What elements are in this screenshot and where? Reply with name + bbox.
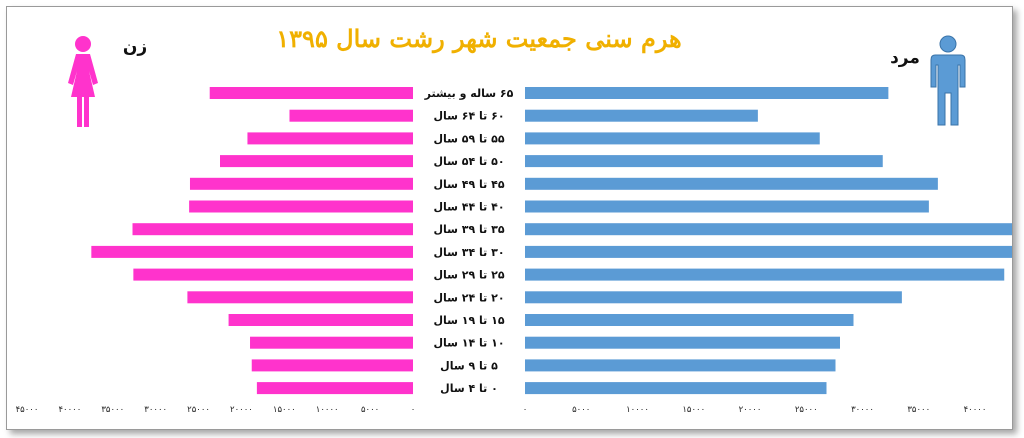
- female-bars: [91, 87, 414, 395]
- age-group-labels: ۶۵ ساله و بیشتر ۶۰ تا ۶۴ سال ۵۵ تا ۵۹ سال ۵…: [424, 87, 514, 395]
- female-bar: [220, 155, 413, 168]
- female-axis-tick: ۱۰۰۰۰: [316, 405, 339, 415]
- female-axis-ticks: ۴۵۰۰۰ ۴۰۰۰۰ ۳۵۰۰۰ ۳۰۰۰۰ ۲۵۰۰۰ ۲۰۰۰۰ ۱۵۰۰۰ ۱۰۰۰۰…: [16, 405, 416, 415]
- age-group-label: ۵۰ تا ۵۴ سال: [433, 155, 504, 168]
- male-axis-tick: ۵۰۰۰: [572, 405, 590, 415]
- age-group-label: ۳۵ تا ۳۹ سال: [433, 223, 504, 236]
- female-bar: [133, 268, 413, 281]
- male-bar: [525, 109, 758, 122]
- female-axis-tick: ۴۵۰۰۰: [16, 405, 39, 415]
- female-bar: [91, 245, 413, 258]
- age-group-label: ۴۵ تا ۴۹ سال: [433, 178, 504, 191]
- female-axis-tick: ۲۵۰۰۰: [187, 405, 210, 415]
- female-bar: [189, 177, 413, 190]
- male-bar: [525, 200, 929, 213]
- male-bar: [525, 336, 840, 349]
- population-pyramid-chart: هرم سنی جمعیت شهر رشت سال ۱۳۹۵ زن مرد ۶۵…: [16, 24, 1012, 415]
- male-bar: [525, 177, 938, 190]
- chart-title: هرم سنی جمعیت شهر رشت سال ۱۳۹۵: [276, 24, 681, 54]
- male-bar: [525, 359, 836, 372]
- age-group-label: ۵۵ تا ۵۹ سال: [433, 132, 504, 145]
- male-axis-tick: ۲۵۰۰۰: [795, 405, 818, 415]
- female-bar: [289, 109, 413, 122]
- female-bar: [256, 382, 413, 395]
- female-bar: [189, 200, 413, 213]
- age-group-label: ۳۰ تا ۳۴ سال: [433, 246, 504, 259]
- male-label: مرد: [890, 48, 920, 68]
- female-axis-tick: ۴۰۰۰۰: [58, 405, 81, 415]
- male-bar: [525, 382, 827, 395]
- male-axis-tick: ۲۰۰۰۰: [739, 405, 762, 415]
- male-axis-tick: ۳۰۰۰۰: [851, 405, 874, 415]
- male-bar: [525, 87, 889, 99]
- female-bar: [247, 132, 413, 145]
- female-bar: [187, 291, 413, 304]
- female-axis-tick: ۳۰۰۰۰: [144, 405, 167, 415]
- male-bar: [525, 223, 1012, 236]
- age-group-label: ۴۰ تا ۴۴ سال: [433, 201, 504, 214]
- female-axis-tick: ۱۵۰۰۰: [273, 405, 296, 415]
- male-axis-ticks: ۰ ۵۰۰۰ ۱۰۰۰۰ ۱۵۰۰۰ ۲۰۰۰۰ ۲۵۰۰۰ ۳۰۰۰۰ ۳۵۰۰۰ ۴۰۰۰۰: [523, 405, 987, 415]
- age-group-label: ۱۵ تا ۱۹ سال: [433, 314, 504, 327]
- female-label: زن: [123, 37, 147, 57]
- female-axis-tick: ۵۰۰۰: [361, 405, 379, 415]
- age-group-label: ۲۵ تا ۲۹ سال: [433, 269, 504, 282]
- male-bar: [525, 291, 902, 304]
- male-axis-tick: ۱۰۰۰۰: [626, 405, 649, 415]
- female-bar: [209, 87, 413, 99]
- male-bar: [525, 314, 854, 326]
- male-bar: [525, 245, 1012, 258]
- age-group-label: ۰ تا ۴ سال: [440, 382, 498, 395]
- age-group-label: ۲۰ تا ۲۴ سال: [433, 291, 504, 304]
- chart-frame: هرم سنی جمعیت شهر رشت سال ۱۳۹۵ زن مرد ۶۵…: [6, 6, 1013, 430]
- male-bars: [525, 87, 1012, 395]
- female-bar: [228, 314, 413, 326]
- age-group-label: ۱۰ تا ۱۴ سال: [433, 337, 504, 350]
- male-bar: [525, 132, 820, 145]
- male-axis-tick: ۰: [523, 405, 528, 415]
- female-axis-tick: ۳۵۰۰۰: [101, 405, 124, 415]
- female-bar: [251, 359, 413, 372]
- male-axis-tick: ۴۰۰۰۰: [964, 405, 987, 415]
- age-group-label: ۵ تا ۹ سال: [440, 359, 498, 372]
- female-axis-tick: ۰: [411, 405, 416, 415]
- male-bar: [525, 155, 883, 168]
- male-bar: [525, 268, 1005, 281]
- female-bar: [250, 336, 413, 349]
- age-group-label: ۶۰ تا ۶۴ سال: [433, 110, 504, 123]
- female-icon: [68, 36, 98, 127]
- age-group-label: ۶۵ ساله و بیشتر: [424, 87, 514, 100]
- male-axis-tick: ۱۵۰۰۰: [682, 405, 705, 415]
- female-bar: [132, 223, 414, 236]
- female-axis-tick: ۲۰۰۰۰: [230, 405, 253, 415]
- male-axis-tick: ۳۵۰۰۰: [907, 405, 930, 415]
- male-icon: [930, 35, 966, 126]
